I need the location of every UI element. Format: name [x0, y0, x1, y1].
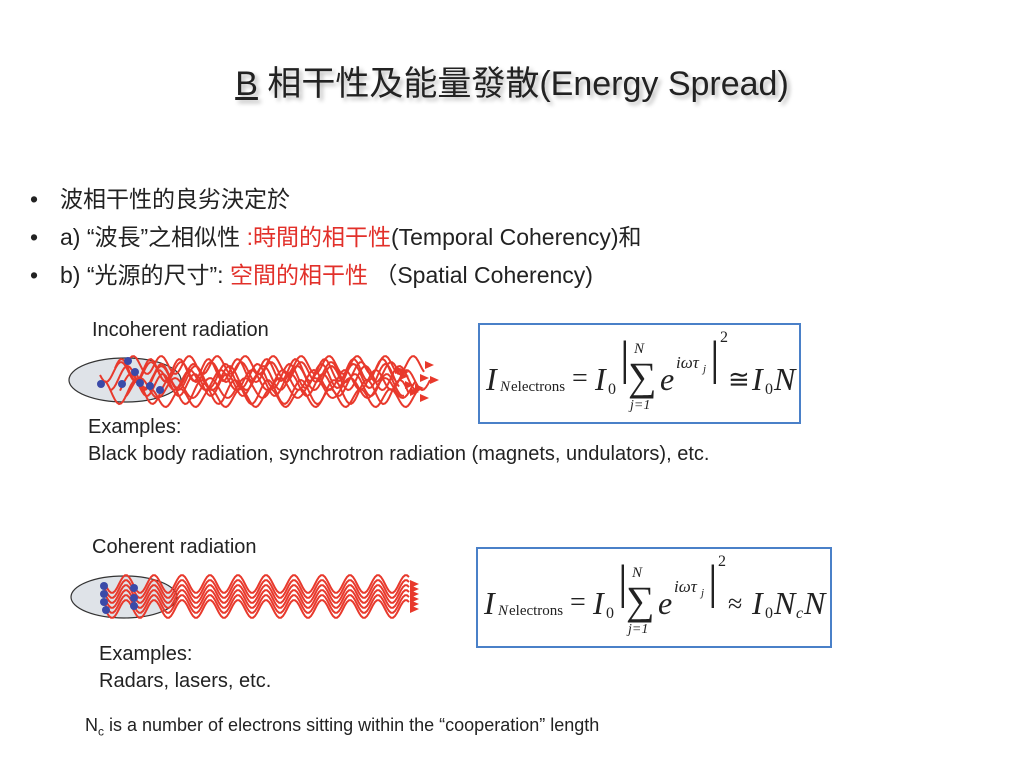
incoherent-wave	[114, 358, 396, 383]
wave-arrowhead	[400, 372, 409, 380]
sum-symbol: ∑	[628, 354, 657, 399]
incoherent-wave	[124, 376, 416, 400]
electron	[130, 602, 138, 610]
electron	[124, 357, 132, 365]
coherent-wave	[104, 584, 410, 604]
wave-arrowhead	[410, 388, 419, 396]
wave-arrowhead	[425, 361, 434, 369]
slide-title: B 相干性及能量發散(Energy Spread)	[235, 65, 789, 103]
bullet-item: • 波相干性的良劣決定於	[30, 186, 290, 212]
incoherent-examples-label: Examples:	[88, 416, 182, 438]
electron	[156, 386, 164, 394]
incoherent-formula-box: I N electrons = I 0 | N ∑ j=1 e iωτ j | …	[478, 323, 801, 424]
wave-arrowhead	[405, 381, 414, 389]
electron	[97, 380, 105, 388]
wave-arrowhead	[420, 394, 429, 402]
sum-symbol: ∑	[626, 578, 655, 623]
coherent-wave	[104, 579, 410, 599]
bullet-item: • b) “光源的尺寸”: 空間的相干性 （Spatial Coherency)	[30, 262, 593, 288]
coherent-examples: Radars, lasers, etc.	[99, 670, 272, 692]
electron	[130, 584, 138, 592]
abs-bar-right: |	[710, 332, 720, 385]
incoherent-label: Incoherent radiation	[92, 319, 269, 341]
wave-arrowhead	[395, 366, 404, 374]
electron	[131, 368, 139, 376]
coherent-wave	[104, 599, 410, 619]
electron	[136, 379, 144, 387]
electron	[118, 380, 126, 388]
coherent-label: Coherent radiation	[92, 536, 257, 558]
abs-bar-left: |	[618, 556, 628, 609]
electron	[100, 590, 108, 598]
electron	[146, 382, 154, 390]
incoherent-wave	[134, 362, 400, 390]
electron	[102, 606, 110, 614]
wave-arrowhead	[430, 376, 439, 384]
wave-arrowhead	[420, 374, 429, 382]
incoherent-examples: Black body radiation, synchrotron radiat…	[88, 443, 710, 465]
exp-base: e	[660, 361, 675, 397]
abs-bar-left: |	[620, 332, 630, 385]
electron	[100, 582, 108, 590]
abs-bar-right: |	[708, 556, 718, 609]
exp-base: e	[658, 585, 673, 621]
coherent-wave	[104, 574, 410, 594]
footnote: Nc is a number of electrons sitting with…	[85, 715, 600, 739]
bullet-list: • 波相干性的良劣決定於 • a) “波長”之相似性 :時間的相干性(Tempora…	[30, 180, 641, 294]
coherent-wave	[104, 589, 410, 609]
coherent-formula-box: I N electrons = I 0 | N ∑ j=1 e iωτ j | …	[476, 547, 832, 648]
coherent-wave	[104, 594, 410, 614]
wave-arrowhead	[410, 605, 419, 613]
coherent-examples-label: Examples:	[99, 643, 193, 665]
electron	[130, 594, 138, 602]
incoherent-wave	[104, 378, 410, 406]
incoherent-wave	[149, 388, 421, 409]
electron	[100, 598, 108, 606]
bullet-item: • a) “波長”之相似性 :時間的相干性(Temporal Coherency)…	[30, 224, 642, 250]
